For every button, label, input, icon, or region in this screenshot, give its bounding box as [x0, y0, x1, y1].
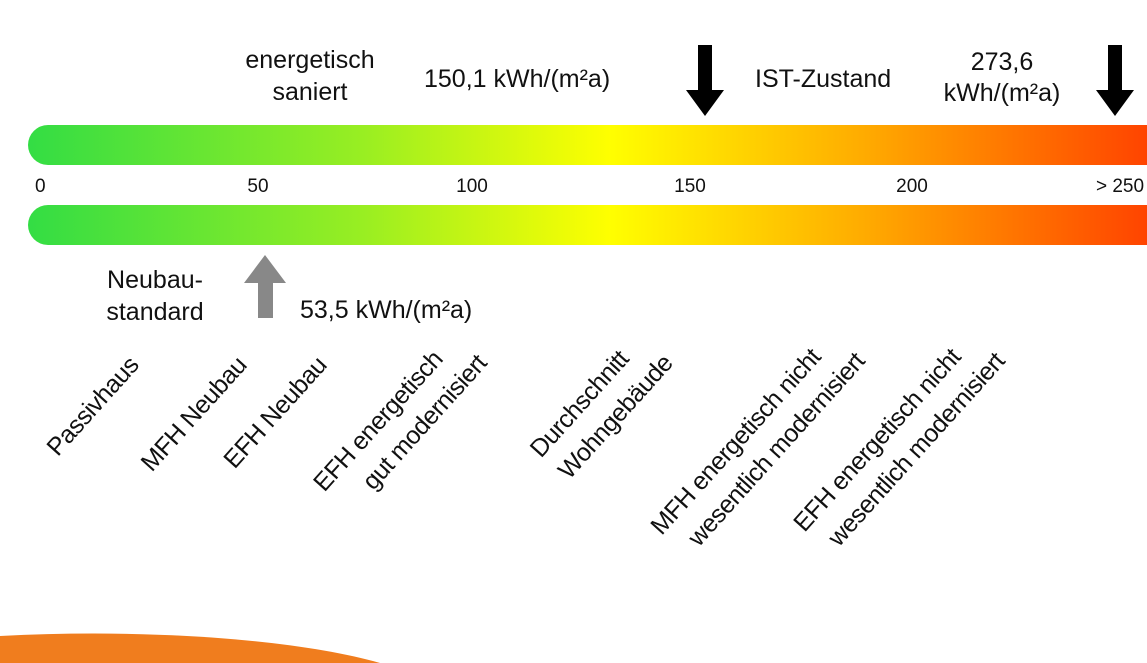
tick-label: 50 [247, 176, 268, 197]
arrow-down [1096, 45, 1134, 116]
value: 53,5 kWh/(m²a) [300, 296, 472, 324]
label: Neubau- [107, 266, 203, 294]
tick-label: 200 [896, 176, 928, 197]
decoration [0, 633, 380, 663]
tick-label: 0 [35, 176, 46, 197]
tick-label: 100 [456, 176, 488, 197]
ticks: 0 50 100 150 200 > 250 [35, 176, 1144, 197]
arrow-up [244, 255, 286, 318]
label: standard [106, 298, 203, 326]
top-bar [28, 125, 1147, 165]
tick-label: > 250 [1096, 176, 1144, 197]
bottom-bar [28, 205, 1147, 245]
category-label: Passivhaus [41, 351, 144, 461]
value: 273,6 [971, 48, 1034, 76]
arrow-down [686, 45, 724, 116]
label: IST-Zustand [755, 65, 891, 93]
label: energetisch [245, 46, 374, 74]
value: kWh/(m²a) [944, 79, 1061, 107]
value: 150,1 kWh/(m²a) [424, 65, 610, 93]
label: saniert [272, 78, 347, 106]
tick-label: 150 [674, 176, 706, 197]
